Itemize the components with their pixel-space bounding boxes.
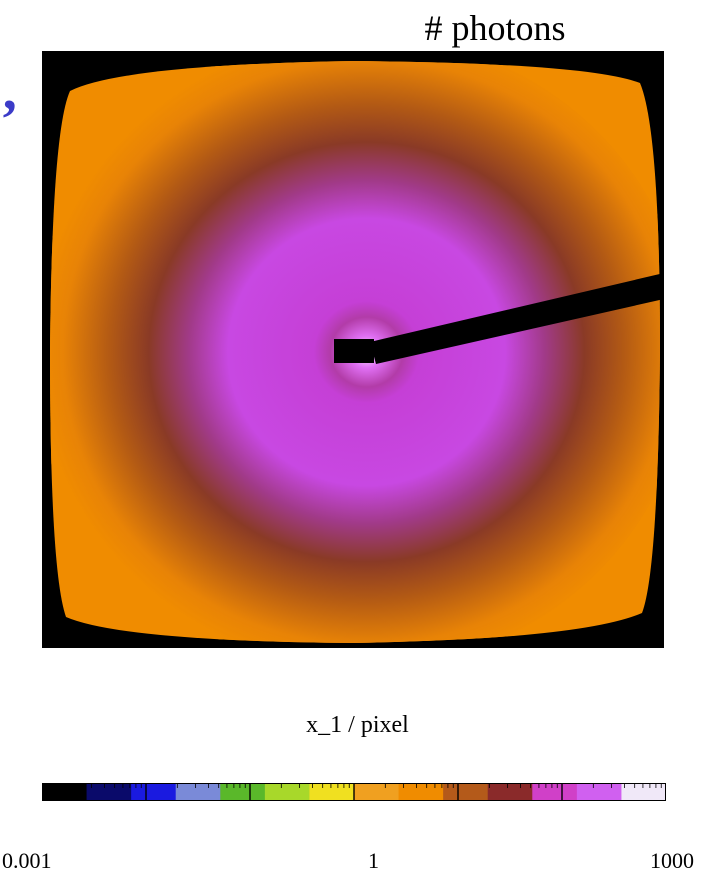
colorbar-segment bbox=[220, 783, 266, 801]
colorbar-segment bbox=[309, 783, 355, 801]
chart-title: # photons bbox=[424, 8, 566, 48]
colorbar-segment bbox=[264, 783, 311, 801]
colorbar-segment bbox=[532, 783, 578, 801]
colorbar-segment bbox=[175, 783, 221, 801]
colorbar-segment bbox=[86, 783, 132, 801]
colorbar-segment bbox=[487, 783, 533, 801]
colorbar-tick-label-mid: 1 bbox=[368, 848, 379, 873]
colorbar-tick-label-min: 0.001 bbox=[2, 848, 52, 873]
detector-image bbox=[42, 51, 664, 648]
colorbar-frame bbox=[42, 783, 666, 801]
colorbar-tick-label-max: 1000 bbox=[650, 848, 694, 873]
side-mark: ’ bbox=[0, 89, 19, 151]
colorbar bbox=[42, 783, 666, 801]
beamstop-arm bbox=[370, 273, 664, 364]
beamstop-head bbox=[334, 339, 374, 363]
colorbar-segment bbox=[443, 783, 489, 801]
colorbar-segment bbox=[42, 783, 88, 801]
colorbar-segment bbox=[398, 783, 444, 801]
colorbar-segment bbox=[621, 783, 666, 801]
colorbar-segment bbox=[131, 783, 177, 801]
colorbar-segment bbox=[354, 783, 400, 801]
colorbar-segment bbox=[576, 783, 623, 801]
x-axis-label: x_1 / pixel bbox=[306, 712, 409, 738]
